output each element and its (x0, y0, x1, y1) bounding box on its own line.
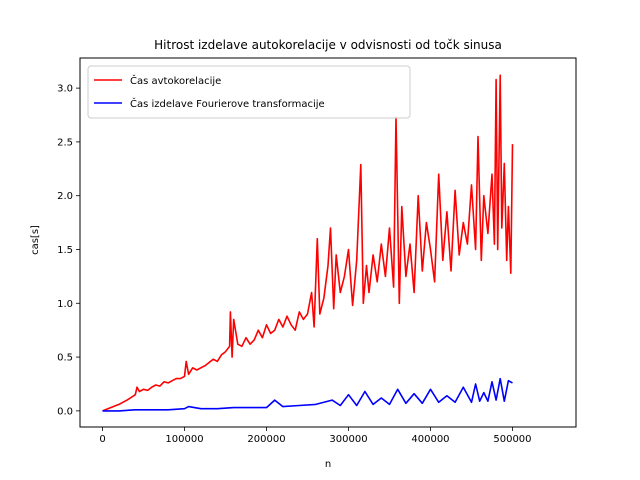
legend-label-0: Čas avtokorelacije (130, 74, 221, 87)
series-line-0 (102, 74, 514, 412)
x-axis: 0 100000 200000 300000 400000 500000 (99, 427, 532, 445)
y-tick-label: 2.0 (57, 191, 73, 202)
x-tick-label: 0 (99, 434, 105, 445)
series-line-1 (102, 377, 513, 412)
x-axis-label: n (325, 459, 331, 470)
y-tick-label: 1.5 (57, 245, 73, 256)
chart-title: Hitrost izdelave autokorelacije v odvisn… (154, 38, 502, 52)
legend: Čas avtokorelacije Čas izdelave Fourierov… (87, 65, 411, 119)
y-tick-label: 0.0 (57, 406, 73, 417)
plot-area (79, 57, 577, 428)
y-axis: 0.0 0.5 1.0 1.5 2.0 2.5 3.0 (57, 84, 80, 417)
x-tick-label: 200000 (247, 434, 285, 445)
y-tick-label: 2.5 (57, 137, 73, 148)
legend-label-1: Čas izdelave Fourierove transformacije (130, 97, 325, 110)
y-tick-label: 1.0 (57, 299, 73, 310)
x-tick-label: 300000 (329, 434, 367, 445)
x-tick-label: 400000 (411, 434, 449, 445)
y-tick-label: 0.5 (57, 353, 73, 364)
y-axis-label: cas[s] (30, 225, 41, 255)
legend-box (87, 65, 411, 119)
plot-frame (79, 57, 577, 428)
x-tick-label: 500000 (493, 434, 531, 445)
y-tick-label: 3.0 (57, 84, 73, 95)
x-tick-label: 100000 (165, 434, 203, 445)
